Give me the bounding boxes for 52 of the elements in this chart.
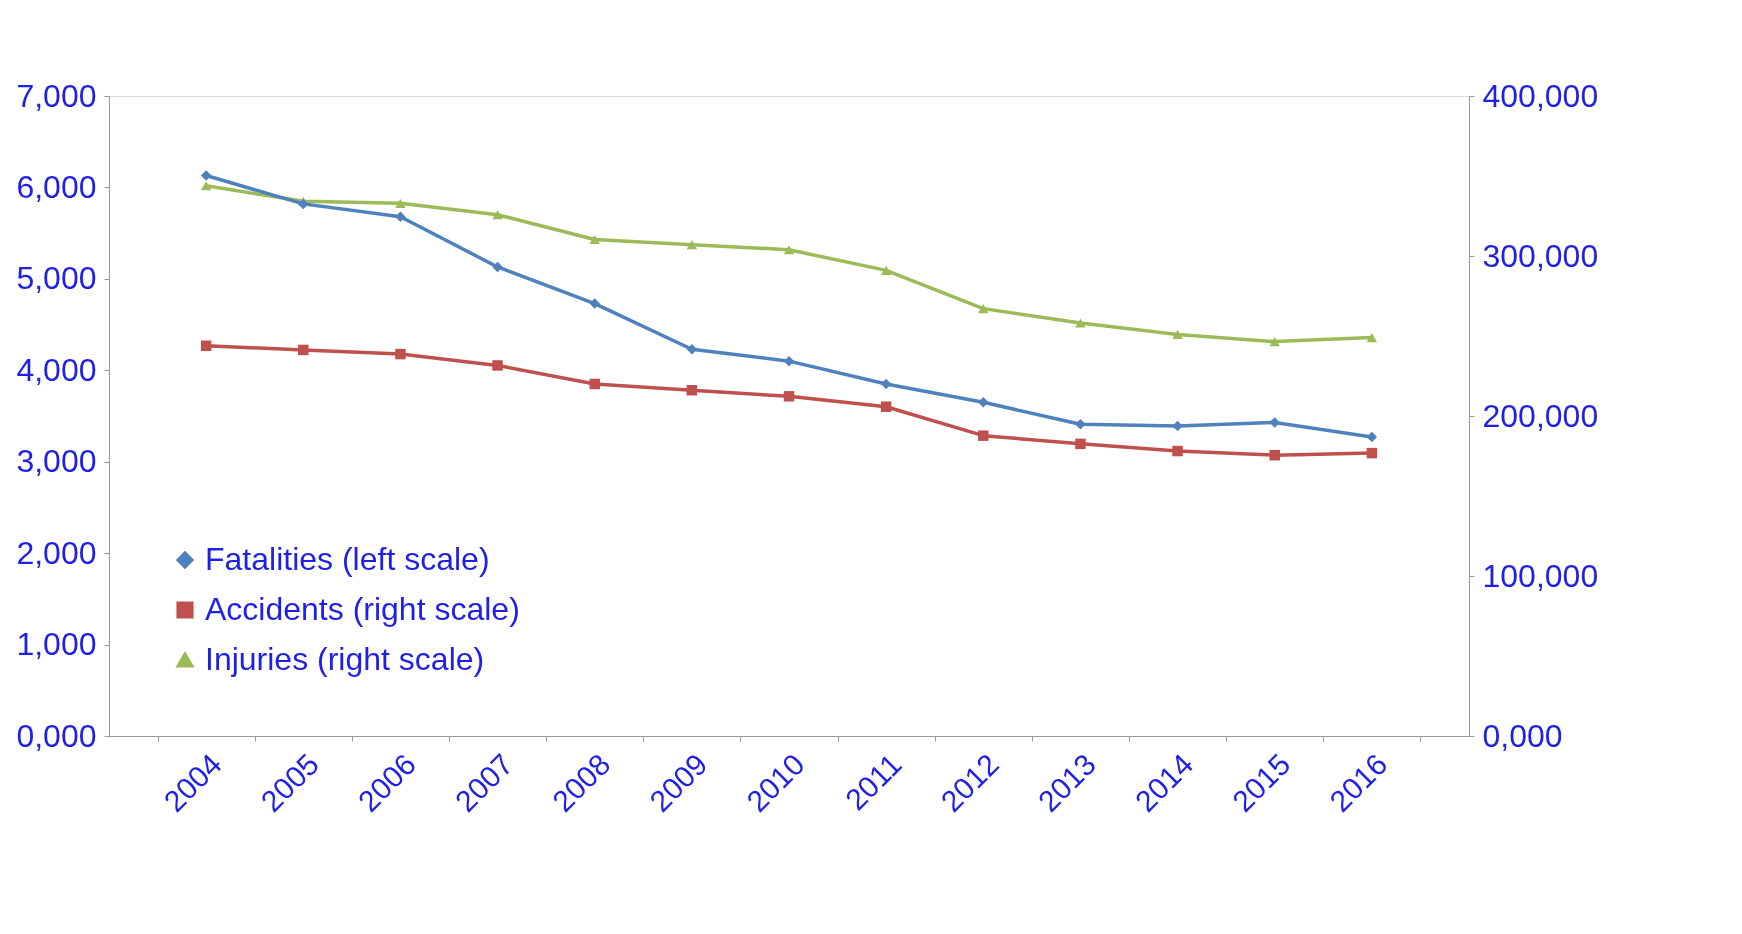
point [492,210,503,220]
point [978,397,989,408]
point [200,170,212,181]
point [298,198,309,210]
point [1172,445,1183,457]
point [1366,447,1378,459]
point [589,234,600,245]
legend-label: Injuries (right scale) [205,641,485,677]
point [783,355,795,367]
point [1366,431,1378,443]
y-tick-label: 7,000 [16,77,97,114]
point [1366,333,1378,343]
point [880,401,892,412]
y-tick-label: 1,000 [16,626,97,663]
point [200,340,212,351]
point [492,360,503,371]
point [880,265,892,275]
point [1172,329,1183,339]
point [492,261,503,273]
point [686,385,698,396]
y-tick-label: 3,000 [16,443,97,480]
point [686,240,698,250]
point [978,304,989,314]
legend-label: Fatalities (left scale) [205,541,490,577]
point [589,378,600,390]
point [1269,337,1280,347]
point [200,181,212,191]
point [880,378,892,390]
y-tick-label: 6,000 [16,168,97,205]
point [1075,438,1086,450]
point [395,211,406,222]
point [1075,418,1086,430]
y-tick-label: 5,000 [16,260,97,297]
point [395,198,406,208]
legend-label: Accidents (right scale) [205,591,520,627]
point [1269,449,1280,461]
point [589,298,600,309]
point [783,245,795,255]
y2-tick-label: 300,000 [1482,237,1599,274]
y-tick-label: 4,000 [16,351,97,388]
y-tick-label: 2,000 [16,534,97,571]
y2-tick-label: 400,000 [1482,77,1599,114]
point [783,391,795,402]
point [395,348,406,360]
point [1075,318,1086,328]
y2-tick-label: 100,000 [1482,557,1599,594]
y2-tick-label: 0,000 [1482,717,1563,754]
point [1172,420,1183,432]
point [978,430,989,441]
y2-tick-label: 200,000 [1482,397,1599,434]
y-tick-label: 0,000 [16,717,97,754]
point [298,344,309,356]
